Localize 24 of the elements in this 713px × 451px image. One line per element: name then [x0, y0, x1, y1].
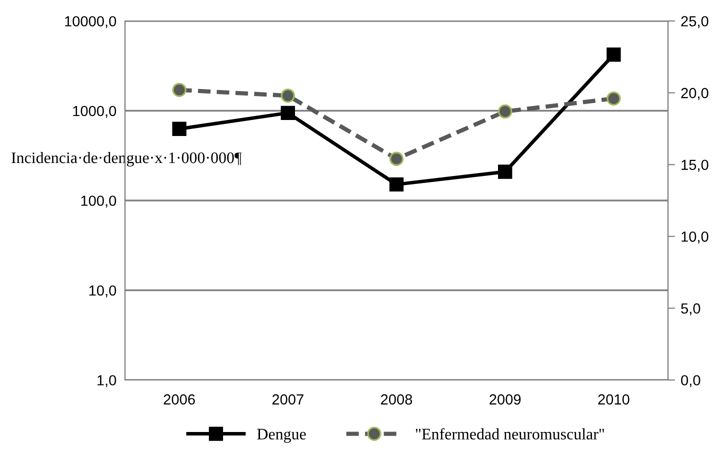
- y2-tick-label: 20,0: [681, 88, 708, 100]
- legend-label: "Enfermedad neuromuscular": [416, 428, 604, 440]
- point: [606, 48, 621, 62]
- y-tick-label: 10000,0: [65, 16, 116, 28]
- y-tick-label: 1000,0: [73, 106, 116, 118]
- x-tick-label: 2009: [490, 394, 521, 405]
- x-tick-label: 2010: [598, 394, 630, 405]
- y2-tick-label: 15,0: [682, 160, 708, 172]
- point: [280, 106, 295, 120]
- point: [172, 122, 186, 136]
- y-tick-label: 100,0: [81, 196, 116, 208]
- y2-tick-label: 10,0: [682, 232, 708, 244]
- y-tick-label: 1,0: [98, 375, 116, 388]
- y-tick-label: 10,0: [89, 285, 116, 298]
- x-tick-label: 2006: [164, 394, 195, 405]
- point: [389, 177, 404, 192]
- y2-tick-label: 25,0: [681, 16, 708, 28]
- x-tick-label: 2008: [381, 394, 412, 405]
- x-tick-label: 2007: [272, 394, 304, 405]
- legend-label: Dengue: [257, 428, 306, 443]
- point: [498, 164, 512, 179]
- y2-tick-label: 5,0: [681, 303, 700, 316]
- y2-tick-label: 0,0: [681, 375, 700, 388]
- y-axis-title: Incidencia·de·dengue·x·1·000·000¶: [12, 152, 242, 166]
